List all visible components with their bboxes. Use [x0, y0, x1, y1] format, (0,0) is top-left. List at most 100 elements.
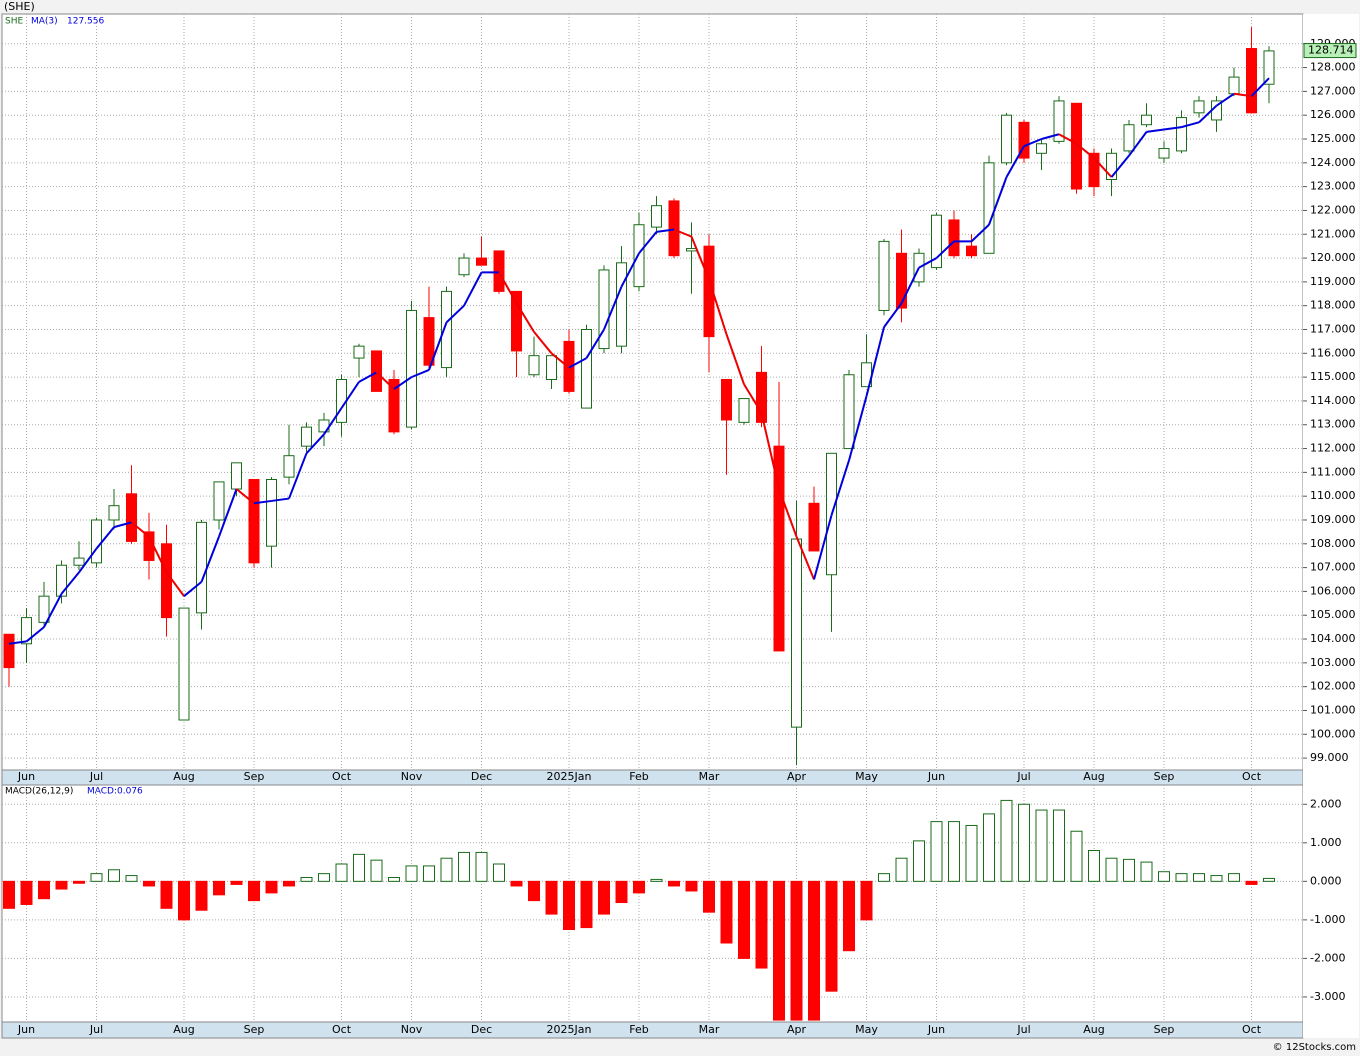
x-tick-label: Jul [89, 770, 103, 783]
bar [843, 880, 855, 952]
bar [90, 873, 103, 882]
bar [423, 865, 435, 882]
x-tick-label: Jul [1016, 1023, 1030, 1036]
candle-body [983, 162, 995, 254]
ma-segment [305, 433, 325, 454]
candle-body [633, 224, 645, 288]
ma-segment [743, 383, 763, 414]
bar [318, 873, 330, 882]
ma-segment [375, 371, 395, 390]
candle-body [668, 200, 680, 257]
ma-segment [1146, 128, 1165, 133]
ma-segment [340, 381, 360, 409]
ma-segment [288, 452, 308, 499]
y-tick-label: 105.000 [1310, 608, 1356, 621]
ma-segment [1041, 133, 1060, 140]
x-tick-label: Aug [173, 1023, 194, 1036]
ma-segment [988, 176, 1008, 226]
ma-segment [148, 536, 168, 573]
bar [1193, 873, 1205, 882]
bar [1175, 873, 1188, 882]
ma-segment [848, 395, 868, 461]
ma-segment [760, 412, 780, 490]
candle-body [756, 371, 767, 423]
ma-segment [638, 231, 658, 254]
ma-segment [1075, 142, 1095, 159]
candle-body [1106, 152, 1117, 180]
bar [125, 875, 138, 882]
x-tick-label: Mar [699, 1023, 720, 1036]
candle-body [371, 350, 382, 392]
ma-segment [323, 407, 343, 435]
ma-segment [1110, 155, 1130, 178]
ma-segment [865, 326, 885, 397]
last-price-box [1303, 43, 1357, 59]
bar [230, 880, 243, 885]
candle-body [266, 479, 277, 547]
y-tick-label: 125.000 [1310, 132, 1356, 145]
ma-segment [900, 267, 920, 304]
axis-area [1303, 14, 1359, 1038]
candle-body [773, 445, 785, 652]
y-tick-label: 119.000 [1310, 275, 1356, 288]
bar [388, 876, 400, 882]
x-tick-label: Aug [173, 770, 194, 783]
x-tick-label: Sep [244, 770, 265, 783]
candle-body [1036, 143, 1047, 154]
bar [615, 880, 628, 904]
bar [248, 880, 260, 902]
y-tick-label: 0.000 [1310, 874, 1342, 887]
ma-segment [411, 369, 430, 379]
bar [633, 880, 645, 894]
ma-segment [1005, 145, 1025, 178]
y-tick-label: 118.000 [1310, 299, 1356, 312]
ma-segment [1163, 126, 1182, 131]
ma-segment [918, 257, 937, 269]
candle-body [1088, 152, 1100, 188]
y-tick-label: 103.000 [1310, 656, 1356, 669]
candle-body [108, 505, 120, 521]
bar [1018, 803, 1030, 882]
ma-segment [1215, 92, 1235, 107]
bar [895, 857, 908, 882]
candle-body [423, 317, 435, 366]
candle-body [283, 455, 295, 478]
candle-body [1053, 100, 1065, 142]
y-tick-label: 115.000 [1310, 370, 1356, 383]
bar [458, 851, 470, 882]
ma-segment [183, 581, 203, 597]
bar [738, 880, 750, 959]
bar [1070, 830, 1083, 882]
ma-segment [8, 640, 27, 645]
bar [1263, 877, 1275, 882]
ma-label: MA(3) [31, 17, 58, 27]
candle-body [1246, 48, 1257, 114]
candle-body [248, 479, 260, 564]
bar [300, 876, 313, 882]
candle-body [458, 257, 470, 276]
bar [265, 880, 278, 894]
ma-segment [78, 547, 98, 573]
bar [1053, 809, 1065, 882]
candle-body [738, 398, 750, 423]
y-tick-label: 127.000 [1310, 84, 1356, 97]
candle-body [581, 328, 592, 409]
ma-segment [970, 224, 990, 243]
bar [983, 813, 995, 882]
y-tick-label: 114.000 [1310, 394, 1356, 407]
candle-body [1141, 114, 1152, 126]
bar [160, 880, 173, 909]
x-tick-label: Aug [1083, 1023, 1104, 1036]
bar [55, 880, 68, 890]
bar [195, 880, 208, 911]
x-tick-label: Jun [17, 770, 35, 783]
bar [20, 880, 33, 905]
candle-body [91, 519, 102, 564]
bar [703, 880, 715, 913]
x-tick-label: Aug [1083, 770, 1104, 783]
candle-body [651, 205, 662, 228]
y-tick-label: 124.000 [1310, 156, 1356, 169]
candle-body [598, 269, 610, 350]
date-band [1, 769, 1304, 786]
bar [913, 840, 925, 882]
